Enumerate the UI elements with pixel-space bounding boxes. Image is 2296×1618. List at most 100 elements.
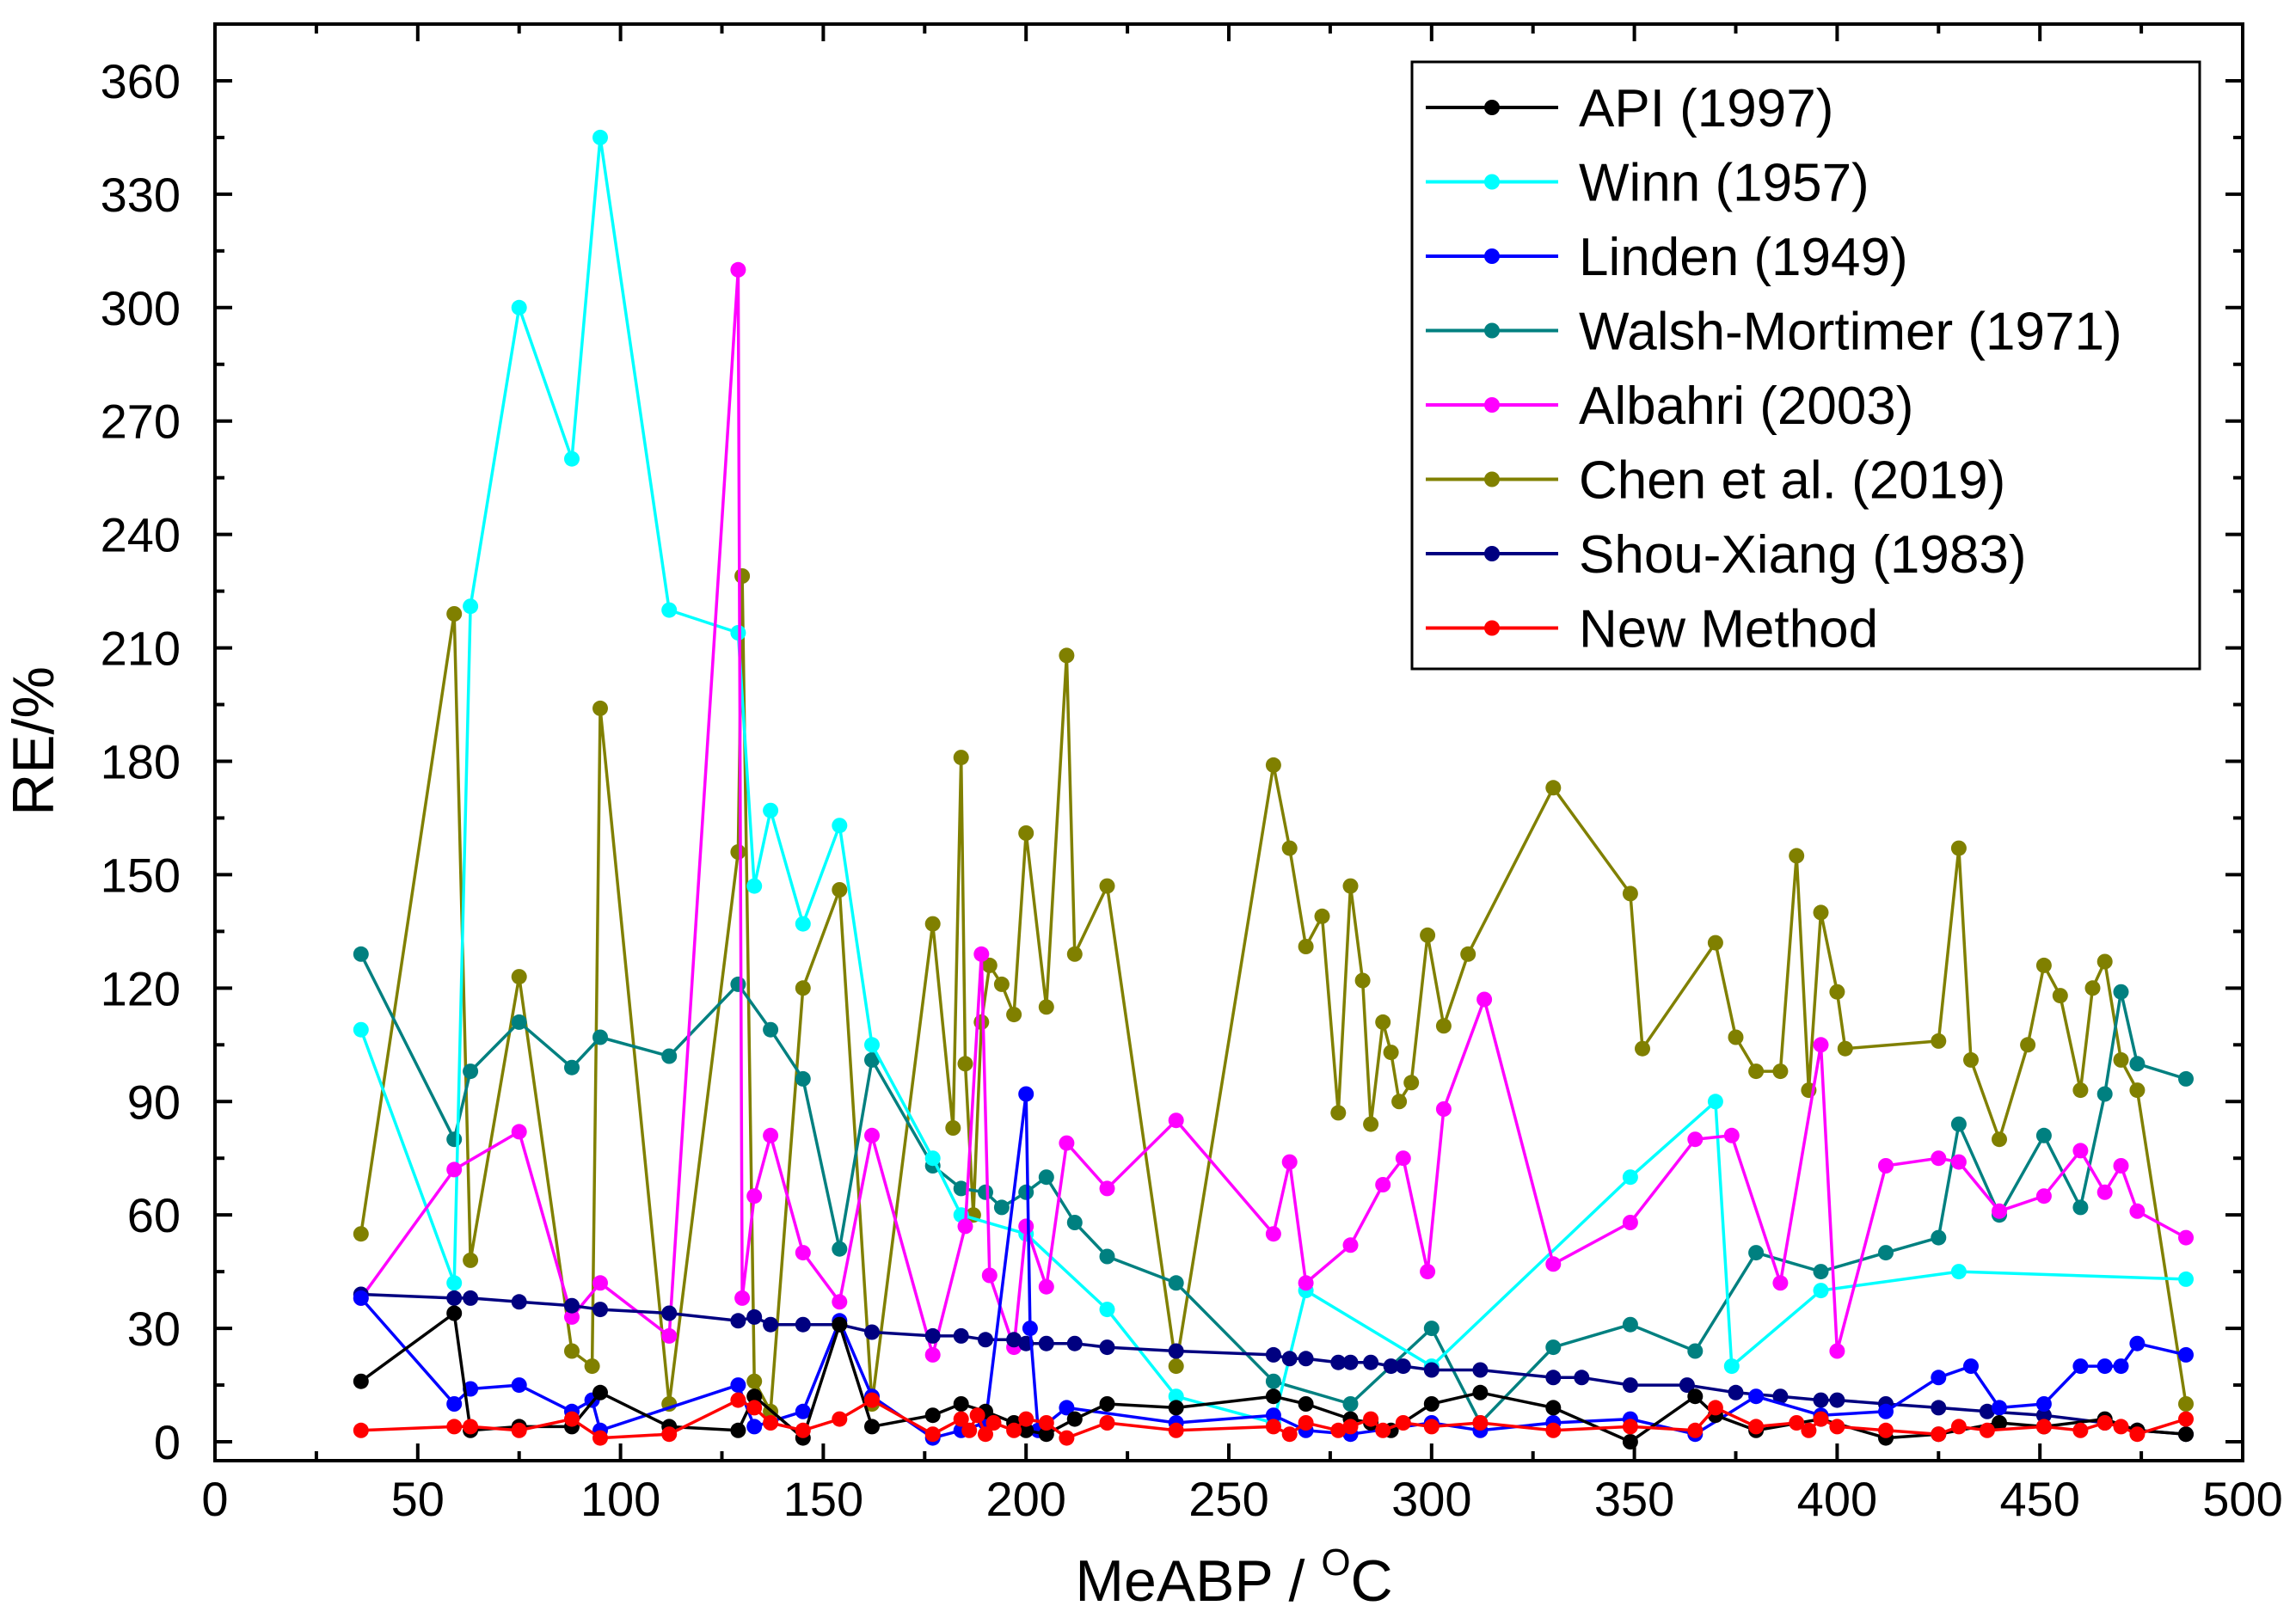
data-point bbox=[1375, 1177, 1391, 1192]
data-point bbox=[2035, 957, 2052, 973]
data-point bbox=[584, 1358, 600, 1375]
data-point bbox=[1423, 1321, 1440, 1337]
data-point bbox=[795, 980, 811, 996]
data-point bbox=[1006, 1007, 1022, 1023]
data-point bbox=[2072, 1082, 2089, 1099]
data-point bbox=[1066, 1215, 1083, 1230]
data-point bbox=[511, 1124, 527, 1140]
x-tick-label: 100 bbox=[580, 1472, 660, 1526]
legend-label: Chen et al. (2019) bbox=[1579, 451, 2005, 511]
data-point bbox=[661, 1426, 678, 1443]
data-point bbox=[864, 1392, 880, 1408]
y-tick-label: 0 bbox=[154, 1415, 181, 1469]
data-point bbox=[924, 1426, 941, 1443]
data-point bbox=[1772, 1063, 1789, 1080]
data-point bbox=[2096, 953, 2113, 970]
data-point bbox=[661, 1048, 678, 1064]
data-point bbox=[1018, 1086, 1034, 1102]
legend-marker bbox=[1484, 248, 1500, 264]
data-point bbox=[1038, 1335, 1054, 1351]
data-point bbox=[1748, 1063, 1765, 1080]
data-point bbox=[1878, 1158, 1894, 1174]
data-point bbox=[746, 878, 763, 894]
data-point bbox=[1622, 1169, 1638, 1186]
data-point bbox=[1423, 1396, 1440, 1412]
data-point bbox=[1342, 1419, 1359, 1435]
data-point bbox=[1950, 1419, 1967, 1435]
data-point bbox=[1707, 1094, 1723, 1110]
data-point bbox=[2084, 980, 2101, 996]
data-point bbox=[1723, 1358, 1740, 1375]
series-line bbox=[359, 574, 2188, 1413]
data-point bbox=[564, 1343, 580, 1359]
data-point bbox=[924, 1150, 941, 1167]
data-point bbox=[2020, 1037, 2036, 1053]
data-point bbox=[2096, 1184, 2113, 1200]
data-point bbox=[2129, 1056, 2146, 1072]
data-point bbox=[1330, 1354, 1347, 1370]
data-point bbox=[1018, 1218, 1034, 1235]
data-point bbox=[1622, 886, 1638, 902]
data-point bbox=[1992, 1131, 2007, 1148]
legend-item: API (1997) bbox=[1426, 79, 1833, 138]
data-point bbox=[1168, 1275, 1184, 1291]
data-point bbox=[2129, 1203, 2146, 1219]
y-tick-label: 150 bbox=[101, 848, 181, 902]
data-point bbox=[864, 1051, 880, 1068]
data-point bbox=[993, 1199, 1010, 1216]
data-point bbox=[1298, 939, 1314, 954]
data-point bbox=[730, 976, 746, 992]
data-point bbox=[592, 1275, 608, 1291]
data-point bbox=[446, 1419, 463, 1435]
data-point bbox=[446, 606, 463, 622]
data-point bbox=[511, 1422, 527, 1438]
data-point bbox=[1687, 1422, 1704, 1438]
data-point bbox=[832, 1316, 848, 1333]
data-point bbox=[973, 946, 990, 962]
data-point bbox=[2072, 1422, 2089, 1438]
data-point bbox=[511, 1014, 527, 1030]
data-point bbox=[1099, 1302, 1115, 1318]
y-tick-label: 330 bbox=[101, 168, 181, 222]
data-point bbox=[746, 1388, 763, 1405]
data-point bbox=[1265, 1346, 1281, 1363]
x-tick-label: 300 bbox=[1391, 1472, 1471, 1526]
y-tick-label: 360 bbox=[101, 54, 181, 108]
data-point bbox=[746, 1373, 763, 1389]
data-point bbox=[353, 1422, 369, 1438]
data-point bbox=[1707, 935, 1723, 951]
data-point bbox=[746, 1188, 763, 1204]
data-point bbox=[1963, 1051, 1979, 1068]
data-point bbox=[2096, 1086, 2113, 1102]
data-point bbox=[446, 1161, 463, 1178]
data-point bbox=[1038, 1426, 1054, 1443]
data-point bbox=[446, 1305, 463, 1321]
y-tick-label: 60 bbox=[127, 1188, 181, 1242]
data-point bbox=[2178, 1426, 2194, 1443]
data-point bbox=[730, 1313, 746, 1329]
data-point bbox=[1265, 1407, 1281, 1424]
data-point bbox=[1168, 1112, 1184, 1129]
data-point bbox=[1707, 1400, 1723, 1416]
data-point bbox=[1772, 1275, 1789, 1291]
data-point bbox=[1931, 1400, 1947, 1416]
data-point bbox=[1979, 1403, 1995, 1419]
data-point bbox=[1383, 1045, 1399, 1061]
data-point bbox=[463, 1252, 479, 1268]
data-point bbox=[2178, 1070, 2194, 1087]
legend-label: Shou-Xiang (1983) bbox=[1579, 525, 2026, 585]
data-point bbox=[1395, 1415, 1411, 1431]
data-point bbox=[961, 1422, 978, 1438]
data-point bbox=[1006, 1332, 1022, 1348]
data-point bbox=[592, 700, 608, 716]
data-point bbox=[2113, 984, 2129, 1000]
data-point bbox=[1992, 1400, 2007, 1416]
data-point bbox=[945, 1120, 961, 1136]
x-tick-label: 150 bbox=[783, 1472, 863, 1526]
data-point bbox=[1829, 1419, 1845, 1435]
data-point bbox=[1018, 825, 1034, 841]
data-point bbox=[993, 976, 1010, 992]
series-new-method bbox=[353, 1392, 2194, 1446]
data-point bbox=[1878, 1422, 1894, 1438]
legend-marker bbox=[1484, 546, 1500, 561]
